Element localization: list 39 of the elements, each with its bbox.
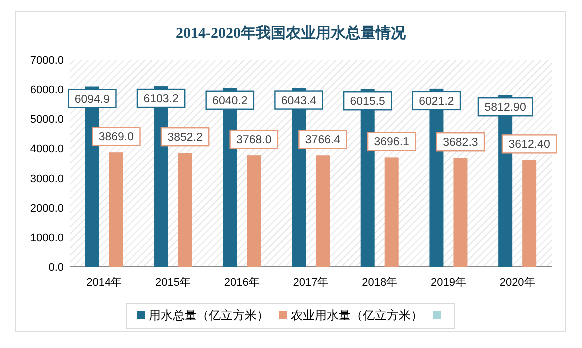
bar xyxy=(109,152,124,267)
data-label: 6043.4 xyxy=(281,95,318,108)
data-label: 3852.2 xyxy=(168,132,203,144)
x-tick-label: 2015年 xyxy=(156,277,192,289)
data-label: 3869.0 xyxy=(98,132,134,144)
data-label: 3766.4 xyxy=(305,134,342,147)
data-label: 6094.9 xyxy=(74,94,110,106)
x-tick-label: 2020年 xyxy=(500,277,536,289)
x-tick-label: 2014年 xyxy=(86,277,122,289)
data-label: 6015.5 xyxy=(350,96,386,108)
bar xyxy=(454,158,468,267)
data-label: 5812.90 xyxy=(484,102,526,114)
bar xyxy=(522,160,537,267)
x-tick-label: 2018年 xyxy=(362,277,398,289)
data-label: 3696.1 xyxy=(374,136,410,149)
bar xyxy=(178,153,192,267)
legend-label: 农业用水量（亿立方米） xyxy=(291,308,423,322)
bar xyxy=(247,156,262,267)
bar xyxy=(384,158,399,267)
y-tick-label: 0.0 xyxy=(48,262,64,274)
x-tick-label: 2019年 xyxy=(430,277,466,289)
bar xyxy=(316,156,330,267)
y-tick-label: 4000.0 xyxy=(30,144,64,156)
y-tick-label: 2000.0 xyxy=(30,202,64,215)
data-label: 3768.0 xyxy=(236,134,272,147)
data-label: 6021.2 xyxy=(419,96,454,108)
y-tick-label: 6000.0 xyxy=(30,84,64,97)
data-label: 6040.2 xyxy=(212,95,248,108)
legend-label: 用水总量（亿立方米） xyxy=(149,308,269,322)
chart-title: 2014-2020年我国农业用水总量情况 xyxy=(176,25,407,42)
x-tick-label: 2016年 xyxy=(224,277,260,289)
y-tick-label: 5000.0 xyxy=(30,114,64,126)
y-tick-label: 1000.0 xyxy=(30,232,64,244)
data-label: 6103.2 xyxy=(144,94,179,106)
y-tick-label: 3000.0 xyxy=(30,173,64,186)
y-tick-label: 7000.0 xyxy=(30,55,64,67)
x-tick-label: 2017年 xyxy=(293,277,329,289)
data-label: 3682.3 xyxy=(443,137,478,150)
data-label: 3612.40 xyxy=(508,139,550,152)
